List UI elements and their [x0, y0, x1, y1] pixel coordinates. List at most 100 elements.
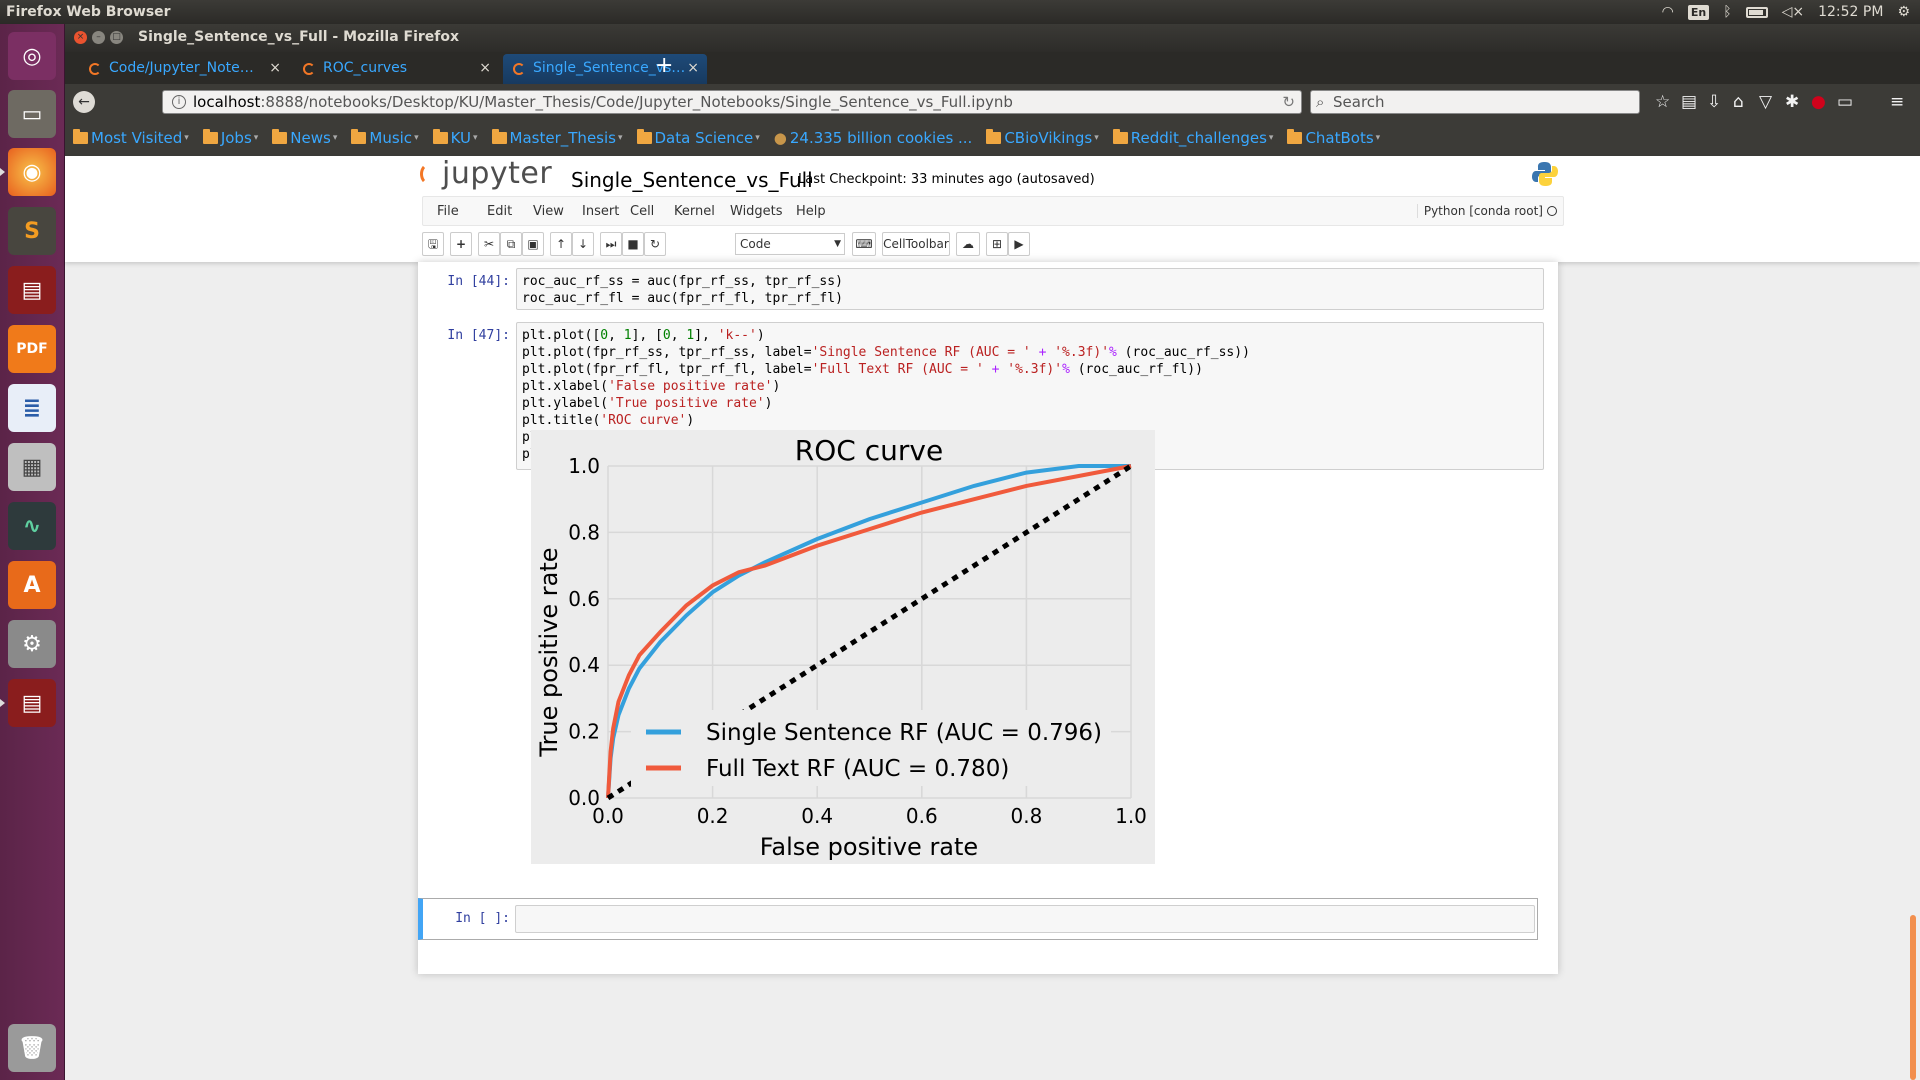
folder-icon	[351, 129, 367, 144]
bookmark-chatbots[interactable]: ChatBots ▾	[1287, 129, 1380, 147]
system-settings-icon[interactable]: ⚙	[8, 620, 56, 668]
system-tray: ◠ En ᛒ ◁× 12:52 PM ⚙	[1662, 2, 1910, 22]
menu-file[interactable]: File	[437, 204, 459, 219]
home-icon[interactable]: ⌂	[1733, 92, 1744, 112]
tab-single-sentence-vs-full[interactable]: Single_Sentence_vs… ×	[503, 54, 707, 84]
celltoolbar-button[interactable]: CellToolbar	[882, 232, 950, 256]
folder-icon	[202, 129, 218, 144]
bookmark-master-thesis[interactable]: Master_Thesis ▾	[491, 129, 623, 147]
menu-view[interactable]: View	[533, 204, 564, 219]
bookmark-ku[interactable]: KU ▾	[432, 129, 478, 147]
series-line-0	[606, 464, 1131, 799]
bookmark-jobs[interactable]: Jobs ▾	[202, 129, 258, 147]
software-center-icon[interactable]: A	[8, 561, 56, 609]
menu-kernel[interactable]: Kernel	[674, 204, 715, 219]
terminal-app-icon[interactable]: ▤	[8, 266, 56, 314]
volume-muted-icon[interactable]: ◁×	[1781, 4, 1805, 20]
video-icon[interactable]: ▶	[1008, 232, 1030, 256]
bookmark-news[interactable]: News ▾	[272, 129, 337, 147]
tab-roc-curves[interactable]: ROC_curves ×	[293, 54, 499, 84]
minimize-window-icon[interactable]: –	[92, 31, 105, 44]
chevron-down-icon: ▼	[834, 239, 841, 249]
bookmark-most-visited[interactable]: Most Visited ▾	[73, 129, 189, 147]
jupyter-favicon-icon	[303, 63, 315, 75]
copy-icon[interactable]: ⧉	[500, 232, 522, 256]
clock[interactable]: 12:52 PM	[1818, 4, 1884, 20]
downloads-icon[interactable]: ⇩	[1707, 92, 1722, 112]
cloud-upload-icon[interactable]: ☁	[956, 232, 980, 256]
code-input-area[interactable]	[515, 905, 1535, 933]
url-bar[interactable]: i localhost:8888/notebooks/Desktop/KU/Ma…	[162, 90, 1302, 114]
bluetooth-icon[interactable]: ᛒ	[1723, 4, 1732, 20]
cell-type-select[interactable]: Code ▼	[735, 233, 845, 255]
bookmark-reddit-challenges[interactable]: Reddit_challenges ▾	[1112, 129, 1273, 147]
run-icon[interactable]: ⏭	[600, 232, 622, 256]
tab-code-jupyter-notebooks[interactable]: Code/Jupyter_Note… ×	[79, 54, 289, 84]
system-monitor-icon[interactable]: ∿	[8, 502, 56, 550]
close-window-icon[interactable]: ×	[74, 31, 87, 44]
calculator-icon[interactable]: ▦	[8, 443, 56, 491]
menu-help[interactable]: Help	[796, 204, 826, 219]
close-tab-icon[interactable]: ×	[687, 60, 699, 76]
terminal-app-icon-2[interactable]: ▤	[0, 679, 56, 727]
bookmark-music[interactable]: Music ▾	[351, 129, 419, 147]
battery-icon[interactable]	[1745, 6, 1768, 18]
back-arrow-icon[interactable]: ←	[73, 91, 95, 113]
save-icon[interactable]: 🖫	[422, 232, 444, 256]
code-line: roc_auc_rf_fl = auc(fpr_rf_fl, tpr_rf_fl…	[522, 291, 843, 306]
restart-icon[interactable]: ↻	[644, 232, 666, 256]
bookmark-cbiovikings[interactable]: CBioVikings ▾	[986, 129, 1099, 147]
bookmark-star-icon[interactable]: ☆	[1655, 92, 1671, 112]
menu-insert[interactable]: Insert	[582, 204, 620, 219]
bookmark-label: Most Visited	[91, 129, 183, 147]
bookmark-data-science[interactable]: Data Science ▾	[636, 129, 760, 147]
reload-icon[interactable]: ↻	[1282, 93, 1295, 111]
kernel-indicator: Python [conda root]	[1416, 204, 1557, 218]
site-info-icon[interactable]: i	[172, 95, 186, 109]
close-tab-icon[interactable]: ×	[269, 60, 281, 76]
hamburger-menu-icon[interactable]: ≡	[1890, 92, 1905, 112]
empty-code-cell[interactable]: In [ ]:	[418, 898, 1538, 940]
firefox-icon[interactable]: ◉	[0, 148, 56, 196]
jupyter-favicon-icon	[89, 63, 101, 75]
x-tick-label: 0.2	[697, 804, 729, 828]
paste-icon[interactable]: ▣	[522, 232, 544, 256]
chart-legend: Single Sentence RF (AUC = 0.796) Full Tex…	[631, 710, 1111, 786]
bookmark-cookies[interactable]: ● 24.335 billion cookies ...	[774, 129, 973, 147]
pdf-viewer-icon[interactable]: PDF	[8, 325, 56, 373]
pocket-icon[interactable]: ▽	[1759, 92, 1773, 112]
ubuntu-dash-icon[interactable]: ◎	[8, 32, 56, 80]
menu-cell[interactable]: Cell	[630, 204, 655, 219]
jupyter-logo[interactable]: jupyter	[420, 156, 552, 191]
close-tab-icon[interactable]: ×	[479, 60, 491, 76]
notebook-name[interactable]: Single_Sentence_vs_Full	[571, 168, 813, 192]
maximize-window-icon[interactable]: □	[110, 31, 123, 44]
trash-icon[interactable]: 🗑	[8, 1024, 56, 1072]
menu-widgets[interactable]: Widgets	[730, 204, 783, 219]
settings-gear-icon[interactable]: ⚙	[1897, 4, 1910, 20]
search-bar[interactable]: ⌕ Search	[1310, 90, 1640, 114]
x-tick-label: 1.0	[1115, 804, 1147, 828]
keyboard-icon[interactable]: ⌨	[852, 232, 876, 256]
ublock-icon[interactable]: ●	[1811, 92, 1826, 112]
writer-document-icon[interactable]: ≣	[8, 384, 56, 432]
reading-list-icon[interactable]: ▤	[1681, 92, 1698, 112]
gift-icon[interactable]: ⊞	[986, 232, 1008, 256]
menu-edit[interactable]: Edit	[487, 204, 513, 219]
extension-icon-2[interactable]: ▭	[1837, 92, 1854, 112]
insert-cell-icon[interactable]: +	[450, 232, 472, 256]
new-tab-button[interactable]: +	[655, 53, 674, 78]
cut-icon[interactable]: ✂	[478, 232, 500, 256]
bookmark-label: News	[290, 129, 331, 147]
stop-icon[interactable]: ■	[622, 232, 644, 256]
wifi-icon[interactable]: ◠	[1661, 4, 1674, 20]
code-cell-44[interactable]: roc_auc_rf_ss = auc(fpr_rf_ss, tpr_rf_ss…	[516, 268, 1544, 310]
keyboard-language-indicator[interactable]: En	[1687, 4, 1710, 20]
move-up-icon[interactable]: ↑	[550, 232, 572, 256]
page-scrollbar[interactable]	[1910, 915, 1916, 1080]
move-down-icon[interactable]: ↓	[572, 232, 594, 256]
extension-icon[interactable]: ✱	[1785, 92, 1800, 112]
folder-icon	[1287, 129, 1303, 144]
sublime-text-icon[interactable]: S	[8, 207, 56, 255]
files-icon[interactable]: ▭	[8, 90, 56, 138]
